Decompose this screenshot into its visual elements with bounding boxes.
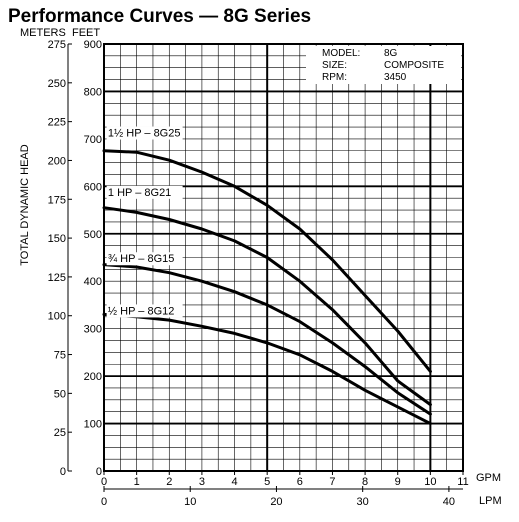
info-size-value: COMPOSITE [384,60,444,71]
gpm-tick-label: 3 [199,476,205,488]
lpm-tick-label: 0 [101,496,107,508]
pump-curves [102,149,432,426]
gpm-unit-label: GPM [476,472,501,484]
info-rpm-value: 3450 [384,72,407,83]
curve-line-2 [102,206,432,407]
meter-tick-label: 100 [48,311,66,323]
meter-tick-label: 0 [60,466,66,478]
gpm-tick-label: 5 [264,476,270,488]
pump-info-background [306,46,461,84]
lpm-tick-label: 40 [443,496,455,508]
feet-tick-label: 700 [84,134,102,146]
lpm-tick-label: 20 [270,496,282,508]
meters-unit-label: METERS [20,27,66,39]
chart-title: Performance Curves — 8G Series [8,6,311,27]
gpm-tick-label: 8 [362,476,368,488]
meter-tick-label: 25 [54,427,66,439]
feet-tick-labels: 0 100 200 300 400 500 600 700 800 900 [84,39,102,478]
curve-label-background [106,185,183,199]
curve-label-1: 1½ HP – 8G25 [108,128,181,140]
y-axis-title: TOTAL DYNAMIC HEAD [19,144,31,265]
info-model-key: MODEL: [322,48,360,59]
feet-tick-label: 300 [84,324,102,336]
gpm-tick-labels: 0 1 2 3 4 5 6 7 8 9 10 11 [101,471,469,488]
gpm-tick-label: 0 [101,476,107,488]
meter-tick-label: 50 [54,388,66,400]
curve-labels: 1½ HP – 8G25 1 HP – 8G21 ¾ HP – 8G15 ½ HP –… [106,126,183,318]
curve-line-1 [102,149,432,373]
meter-tick-label: 175 [48,194,66,206]
gpm-tick-label: 10 [424,476,436,488]
lpm-tick-labels: 0 10 20 30 40 [101,486,455,508]
feet-tick-label: 500 [84,229,102,241]
curve-label-background [106,126,183,140]
feet-tick-label: 800 [84,86,102,98]
info-rpm-key: RPM: [322,72,347,83]
gpm-tick-label: 1 [134,476,140,488]
curve-line-4 [102,312,432,426]
plot-frame [103,43,464,472]
feet-unit-label: FEET [72,27,100,39]
curve-label-2: 1 HP – 8G21 [108,187,171,199]
feet-tick-label: 100 [84,419,102,431]
feet-tick-label: 0 [96,466,102,478]
gpm-tick-label: 2 [166,476,172,488]
feet-tick-label: 400 [84,276,102,288]
lpm-unit-label: LPM [479,495,502,507]
curve-line-3 [102,263,432,416]
curve-label-3: ¾ HP – 8G15 [108,253,174,265]
gpm-tick-label: 7 [329,476,335,488]
meter-tick-label: 200 [48,155,66,167]
gpm-tick-label: 11 [457,476,468,488]
meter-tick-label: 150 [48,233,66,245]
lpm-tick-label: 10 [184,496,196,508]
curve-label-4: ½ HP – 8G12 [108,305,174,317]
meter-tick-label: 125 [48,272,66,284]
pump-info-box: MODEL: 8G SIZE: COMPOSITE RPM: 3450 [306,46,461,84]
gpm-tick-label: 9 [395,476,401,488]
info-size-key: SIZE: [322,60,347,71]
gpm-tick-label: 6 [297,476,303,488]
curve-label-background [106,304,183,318]
meter-tick-label: 225 [48,117,66,129]
meter-tick-labels: 0 25 50 75 100 125 150 175 200 225 250 275 [48,39,72,478]
meter-tick-label: 250 [48,78,66,90]
curve-label-background [106,252,183,266]
meter-tick-label: 275 [48,39,66,51]
feet-tick-label: 600 [84,181,102,193]
gpm-tick-label: 4 [231,476,237,488]
info-model-value: 8G [384,48,398,59]
meter-tick-label: 75 [54,350,66,362]
feet-tick-label: 200 [84,371,102,383]
lpm-tick-label: 30 [357,496,369,508]
feet-tick-label: 900 [84,39,102,51]
